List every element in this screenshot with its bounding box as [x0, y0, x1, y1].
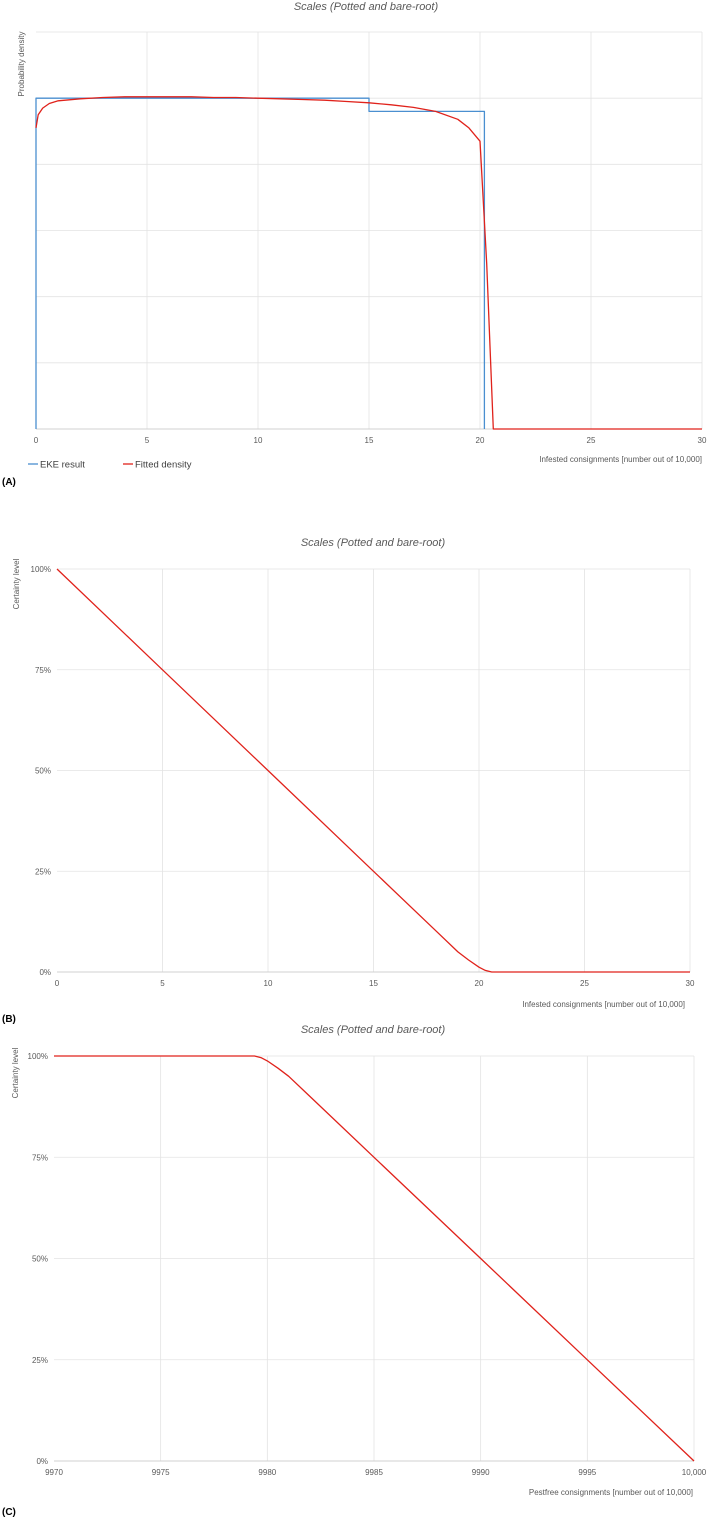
y-tick-label: 0%	[39, 968, 51, 977]
x-tick-label: 30	[698, 436, 707, 445]
certainty-curve-line	[56, 568, 690, 973]
x-tick-label: 15	[365, 436, 374, 445]
x-tick-label: 5	[145, 436, 150, 445]
chart-c-y-axis-label: Certainty level	[11, 1047, 20, 1098]
eke-result-line	[35, 97, 486, 429]
y-tick-label: 75%	[32, 1153, 48, 1162]
x-tick-label: 10	[264, 979, 273, 988]
chart-a: Scales (Potted and bare-root) Probabilit…	[2, 1, 707, 488]
chart-c-x-ticks: 9970 9975 9980 9985 9990 9995 10,000	[45, 1468, 707, 1477]
x-tick-label: 20	[476, 436, 485, 445]
x-tick-label: 10,000	[682, 1468, 707, 1477]
chart-c-series	[54, 1055, 695, 1462]
x-tick-label: 10	[254, 436, 263, 445]
chart-c: Scales (Potted and bare-root) Certainty …	[2, 1024, 707, 1518]
chart-a-grid	[36, 31, 703, 430]
y-tick-label: 100%	[31, 565, 51, 574]
y-tick-label: 50%	[35, 767, 51, 776]
y-tick-label: 75%	[35, 666, 51, 675]
panel-label-c: (C)	[2, 1507, 16, 1518]
chart-b-title: Scales (Potted and bare-root)	[301, 537, 446, 549]
x-tick-label: 9970	[45, 1468, 63, 1477]
chart-b: Scales (Potted and bare-root) Certainty …	[2, 537, 695, 1025]
x-tick-label: 25	[587, 436, 596, 445]
certainty-curve-line	[54, 1055, 695, 1462]
chart-a-x-axis-label: Infested consignments [number out of 10,…	[539, 455, 702, 464]
panel-label-a: (A)	[2, 477, 16, 488]
legend-fitted-density-label: Fitted density	[135, 460, 192, 471]
x-tick-label: 9980	[258, 1468, 276, 1477]
y-tick-label: 25%	[32, 1356, 48, 1365]
x-tick-label: 0	[34, 436, 39, 445]
x-tick-label: 20	[475, 979, 484, 988]
x-tick-label: 5	[160, 979, 165, 988]
x-tick-label: 9985	[365, 1468, 383, 1477]
x-tick-label: 0	[55, 979, 60, 988]
chart-c-x-axis-label: Pestfree consignments [number out of 10,…	[529, 1488, 693, 1497]
x-tick-label: 30	[686, 979, 695, 988]
legend-eke-result-label: EKE result	[40, 460, 85, 471]
y-tick-label: 25%	[35, 867, 51, 876]
chart-a-legend: EKE result Fitted density	[28, 460, 192, 471]
chart-c-grid	[54, 1055, 695, 1462]
x-tick-label: 9990	[472, 1468, 490, 1477]
chart-a-y-axis-label: Probability density	[17, 32, 26, 97]
y-tick-label: 50%	[32, 1255, 48, 1264]
chart-b-x-ticks: 0 5 10 15 20 25 30	[55, 979, 695, 988]
x-tick-label: 9975	[152, 1468, 170, 1477]
chart-b-y-axis-label: Certainty level	[12, 558, 21, 609]
x-tick-label: 25	[580, 979, 589, 988]
chart-b-x-axis-label: Infested consignments [number out of 10,…	[522, 1000, 685, 1009]
x-tick-label: 15	[369, 979, 378, 988]
chart-b-y-ticks: 0% 25% 50% 75% 100%	[31, 565, 51, 977]
chart-a-title: Scales (Potted and bare-root)	[294, 1, 439, 13]
chart-b-grid	[57, 568, 691, 973]
chart-c-y-ticks: 0% 25% 50% 75% 100%	[28, 1052, 48, 1466]
y-tick-label: 100%	[28, 1052, 48, 1061]
fitted-density-line	[35, 96, 702, 430]
panel-label-b: (B)	[2, 1014, 16, 1025]
chart-a-x-ticks: 0 5 10 15 20 25 30	[34, 436, 707, 445]
x-tick-label: 9995	[578, 1468, 596, 1477]
chart-b-series	[56, 568, 690, 973]
chart-c-title: Scales (Potted and bare-root)	[301, 1024, 446, 1036]
chart-a-series	[35, 96, 702, 430]
y-tick-label: 0%	[36, 1457, 48, 1466]
